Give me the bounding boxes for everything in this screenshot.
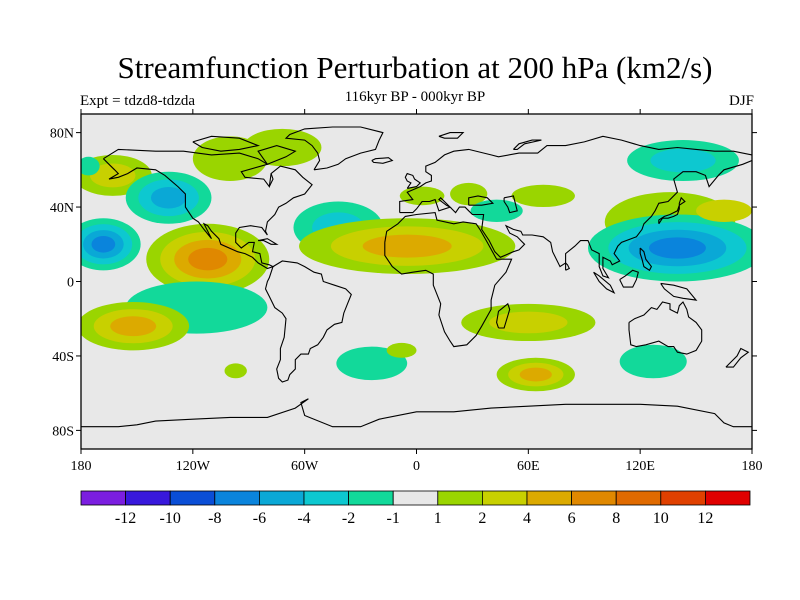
colorbar-box-10 xyxy=(526,490,572,506)
contour-blob-0-level-1 xyxy=(89,163,136,188)
colorbar-label-2: -8 xyxy=(208,510,221,527)
y-tick-label-0: 80N xyxy=(50,127,74,142)
season-label: DJF xyxy=(728,93,754,109)
colorbar-box-14 xyxy=(705,490,751,506)
coastline-cuba xyxy=(257,238,279,245)
x-tick-label-4: 60E xyxy=(517,459,540,474)
contour-blob-18-level-2 xyxy=(519,367,552,382)
coastline-antarctica xyxy=(81,398,752,428)
y-tick-label-3: 40S xyxy=(52,350,74,365)
colorbar-box-7 xyxy=(392,490,439,506)
contour-blob-8-level-2 xyxy=(110,316,157,337)
coastline-new-zealand xyxy=(725,347,750,368)
x-tick-label-2: 60W xyxy=(291,459,319,474)
coastline-japan xyxy=(658,196,686,225)
colorbar-box-12 xyxy=(615,490,662,506)
y-tick-label-2: 0 xyxy=(67,276,74,291)
colorbar-box-0 xyxy=(80,490,126,506)
coastline-uk xyxy=(404,172,422,189)
contour-blob-17-level-0 xyxy=(386,342,417,358)
colorbar-box-11 xyxy=(571,490,617,506)
colorbar-box-13 xyxy=(660,490,706,506)
contour-blob-21-level-1 xyxy=(650,148,716,173)
coastline-arctic-islands xyxy=(192,135,261,152)
coastline-baffin xyxy=(257,145,297,165)
contour-blob-24-level-0 xyxy=(81,156,100,176)
colorbar: -12 -10 -8 -6 -4 -2 -1 1 2 4 6 8 10 12 xyxy=(80,490,751,527)
coastline-hudson-bay-east xyxy=(268,173,274,187)
chart-title: Streamfunction Perturbation at 200 hPa (… xyxy=(117,50,713,85)
coastline-black-sea xyxy=(468,195,495,206)
colorbar-label-8: 2 xyxy=(478,510,486,527)
x-tick-label-6: 180 xyxy=(742,459,763,474)
contour-blob-9-level-0 xyxy=(224,363,247,379)
contour-blob-23-level-0 xyxy=(696,199,752,222)
coastline-australia xyxy=(628,301,703,355)
y-tick-label-4: 80S xyxy=(52,424,74,439)
colorbar-label-7: 1 xyxy=(434,510,442,527)
coastline-svalbard xyxy=(438,132,465,139)
coastline-borneo xyxy=(619,269,639,288)
colorbar-label-12: 10 xyxy=(653,510,669,527)
colorbar-label-10: 6 xyxy=(568,510,576,527)
contour-field xyxy=(81,128,752,392)
colorbar-label-13: 12 xyxy=(697,510,713,527)
colorbar-box-6 xyxy=(348,490,394,506)
coastline-africa xyxy=(384,212,513,348)
y-tick-label-1: 40N xyxy=(50,201,74,216)
x-tick-label-0: 180 xyxy=(71,459,92,474)
coastline-greenland xyxy=(284,126,384,171)
coastline-sri-lanka xyxy=(565,261,571,271)
x-tick-label-3: 0 xyxy=(413,459,420,474)
coastline-sumatra xyxy=(593,271,616,294)
contour-blob-13-level-0 xyxy=(450,182,488,206)
coastline-new-guinea xyxy=(660,282,698,301)
colorbar-label-5: -2 xyxy=(342,510,355,527)
colorbar-box-2 xyxy=(169,490,216,506)
contour-blob-11-level-2 xyxy=(362,234,452,258)
experiment-label: Expt = tdzd8-tdzda xyxy=(80,93,196,109)
contour-blob-5-level-3 xyxy=(188,247,228,271)
colorbar-label-11: 8 xyxy=(612,510,620,527)
coastline-south-america xyxy=(264,260,352,383)
colorbar-box-5 xyxy=(303,490,349,506)
coastlines xyxy=(81,126,752,428)
contour-blob-19-level-0 xyxy=(619,344,687,379)
colorbar-label-9: 4 xyxy=(523,510,531,527)
axis-ticks: 180 120W 60W 0 60E 120E 180 80N 40N 0 40S 80S xyxy=(50,109,763,474)
colorbar-label-1: -10 xyxy=(160,510,181,527)
coastline-eurasia xyxy=(399,135,752,213)
contour-blob-10-level-0 xyxy=(336,346,408,381)
contour-blob-1-level-2 xyxy=(150,187,187,209)
x-tick-label-5: 120E xyxy=(625,459,655,474)
contour-blob-16-level-1 xyxy=(489,311,568,334)
contour-blob-4-level-3 xyxy=(91,235,116,253)
colorbar-box-9 xyxy=(481,490,528,506)
coastline-madagascar xyxy=(496,302,511,329)
colorbar-box-8 xyxy=(437,490,483,506)
x-tick-label-1: 120W xyxy=(176,459,211,474)
colorbar-box-3 xyxy=(214,490,260,506)
chart-subtitle: 116kyr BP - 000kyr BP xyxy=(344,89,486,105)
colorbar-box-4 xyxy=(258,490,305,506)
colorbar-label-6: -1 xyxy=(387,510,400,527)
contour-blob-15-level-0 xyxy=(511,184,575,208)
coastline-caspian xyxy=(503,195,518,214)
contour-blob-22-level-3 xyxy=(648,237,706,259)
colorbar-label-3: -6 xyxy=(253,510,266,527)
coastline-philippines xyxy=(639,247,653,272)
coastline-north-america xyxy=(103,148,313,270)
colorbar-box-1 xyxy=(125,490,171,506)
coastline-novaya-zemlya xyxy=(513,139,542,150)
colorbar-label-0: -12 xyxy=(115,510,136,527)
coastline-asia-south xyxy=(399,159,752,279)
colorbar-label-4: -4 xyxy=(297,510,310,527)
coastline-iceland xyxy=(371,157,394,164)
